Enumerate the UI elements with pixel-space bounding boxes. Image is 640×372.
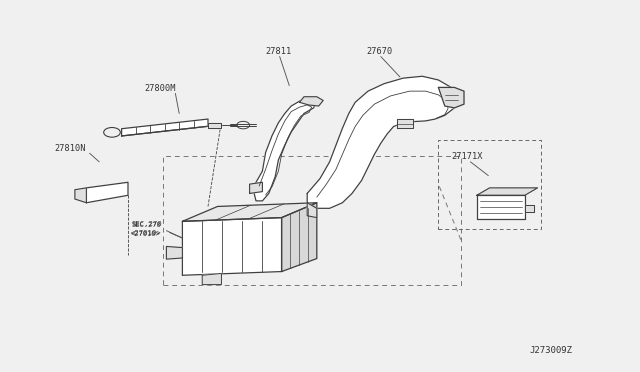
Polygon shape [438,87,464,108]
Bar [438,140,541,229]
Polygon shape [300,97,323,106]
Polygon shape [307,76,454,208]
Polygon shape [166,247,182,259]
Polygon shape [525,205,534,212]
Polygon shape [182,218,282,275]
Polygon shape [477,188,538,195]
Text: 27670: 27670 [366,47,392,56]
Text: 27811: 27811 [266,47,292,56]
Bar [163,156,461,285]
Text: SEC.270: SEC.270 [131,221,162,227]
Polygon shape [477,195,525,219]
Polygon shape [122,119,208,136]
Polygon shape [253,97,317,201]
Polygon shape [86,182,128,203]
Text: J273009Z: J273009Z [530,346,573,355]
Text: SEC.270: SEC.270 [131,222,161,228]
Polygon shape [250,182,262,193]
Polygon shape [397,119,413,128]
Polygon shape [307,203,317,218]
Text: 27810N: 27810N [54,144,86,153]
Text: 27800M: 27800M [144,84,175,93]
Polygon shape [75,188,86,203]
Polygon shape [208,123,221,128]
Polygon shape [182,203,317,221]
Text: <27010>: <27010> [131,231,161,237]
Polygon shape [282,203,317,272]
Polygon shape [202,273,221,285]
Text: <27010>: <27010> [131,230,162,236]
Text: 27171X: 27171X [451,152,483,161]
